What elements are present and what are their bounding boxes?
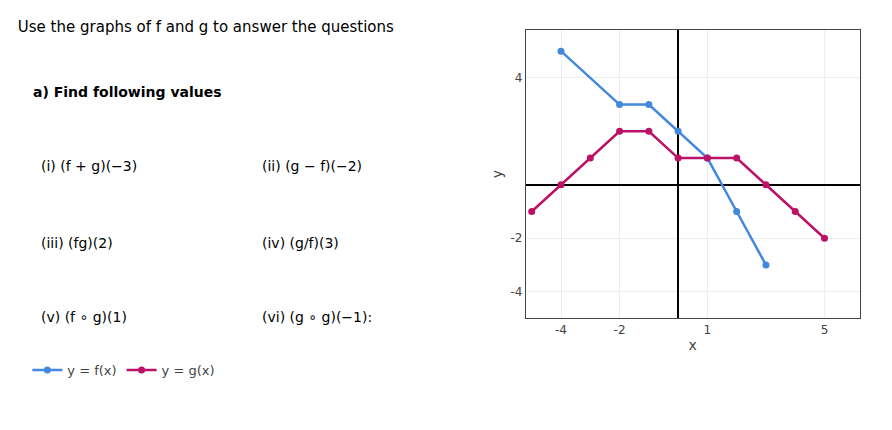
svg-text:(iii) (fg)(2): (iii) (fg)(2) bbox=[41, 235, 113, 251]
svg-text:(iv) (g/f)(3): (iv) (g/f)(3) bbox=[262, 235, 339, 251]
svg-text:-4: -4 bbox=[510, 285, 522, 299]
svg-text:y = f(x): y = f(x) bbox=[67, 363, 116, 378]
svg-text:-2: -2 bbox=[614, 323, 626, 337]
svg-text:-2: -2 bbox=[510, 231, 522, 245]
svg-text:y: y bbox=[489, 170, 505, 178]
svg-text:y = g(x): y = g(x) bbox=[162, 363, 215, 378]
svg-text:5: 5 bbox=[821, 323, 829, 337]
svg-text:1: 1 bbox=[704, 323, 712, 337]
svg-text:4: 4 bbox=[515, 71, 523, 85]
svg-text:(v) (f ∘ g)(1): (v) (f ∘ g)(1) bbox=[41, 309, 127, 325]
svg-text:Use the graphs of f and g to a: Use the graphs of f and g to answer the … bbox=[18, 18, 394, 36]
svg-text:a) Find following values: a) Find following values bbox=[33, 84, 222, 100]
svg-text:(vi) (g ∘ g)(−1):: (vi) (g ∘ g)(−1): bbox=[262, 309, 372, 325]
svg-text:-4: -4 bbox=[555, 323, 567, 337]
svg-text:(i) (f + g)(−3): (i) (f + g)(−3) bbox=[41, 158, 137, 174]
svg-text:(ii) (g − f)(−2): (ii) (g − f)(−2) bbox=[262, 158, 362, 174]
svg-text:x: x bbox=[689, 337, 697, 353]
